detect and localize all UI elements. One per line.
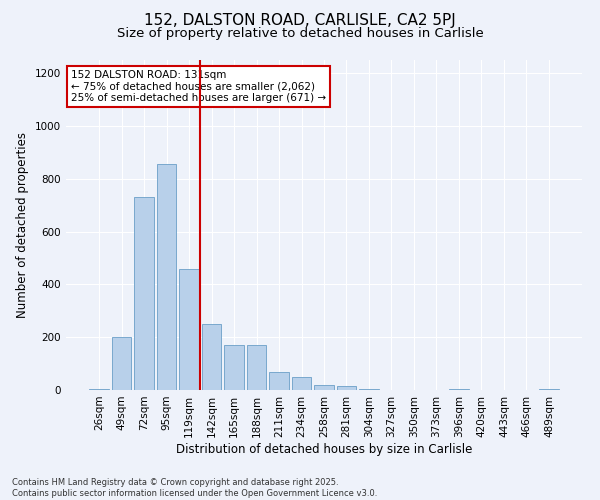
- Bar: [202, 324, 221, 390]
- Bar: [269, 372, 289, 390]
- Text: Size of property relative to detached houses in Carlisle: Size of property relative to detached ho…: [116, 28, 484, 40]
- Bar: [224, 345, 244, 390]
- Bar: [134, 198, 154, 390]
- Text: Contains HM Land Registry data © Crown copyright and database right 2025.
Contai: Contains HM Land Registry data © Crown c…: [12, 478, 377, 498]
- Bar: [359, 388, 379, 390]
- Bar: [247, 345, 266, 390]
- Bar: [157, 164, 176, 390]
- Y-axis label: Number of detached properties: Number of detached properties: [16, 132, 29, 318]
- Bar: [112, 337, 131, 390]
- Bar: [539, 389, 559, 390]
- Bar: [292, 377, 311, 390]
- Bar: [89, 388, 109, 390]
- Text: 152 DALSTON ROAD: 131sqm
← 75% of detached houses are smaller (2,062)
25% of sem: 152 DALSTON ROAD: 131sqm ← 75% of detach…: [71, 70, 326, 103]
- Text: 152, DALSTON ROAD, CARLISLE, CA2 5PJ: 152, DALSTON ROAD, CARLISLE, CA2 5PJ: [144, 12, 456, 28]
- X-axis label: Distribution of detached houses by size in Carlisle: Distribution of detached houses by size …: [176, 442, 472, 456]
- Bar: [314, 384, 334, 390]
- Bar: [337, 386, 356, 390]
- Bar: [449, 389, 469, 390]
- Bar: [179, 268, 199, 390]
